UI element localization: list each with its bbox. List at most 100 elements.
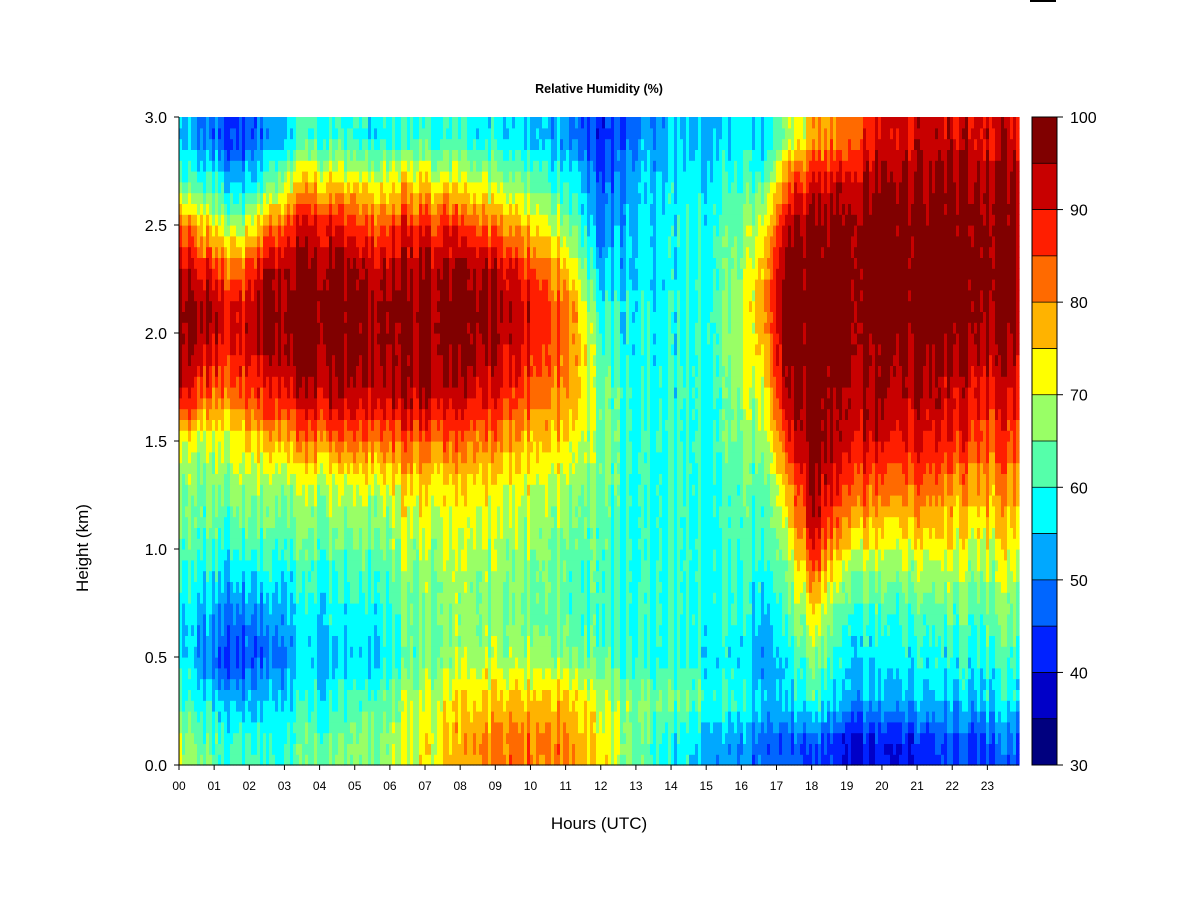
heat-cell (212, 257, 216, 269)
heat-cell (179, 181, 183, 194)
heat-cell (203, 657, 207, 669)
heat-cell (305, 257, 309, 269)
heat-cell (269, 376, 273, 388)
heat-cell (299, 635, 303, 647)
heat-cell (182, 581, 186, 593)
heat-cell (257, 505, 261, 518)
heat-cell (182, 214, 186, 226)
heat-cell (263, 527, 267, 539)
heat-cell (185, 505, 189, 518)
heat-cell (182, 646, 186, 658)
heat-cell (245, 127, 249, 140)
heat-cell (296, 225, 300, 237)
heat-cell (287, 613, 291, 626)
heat-cell (296, 300, 300, 312)
heat-cell (290, 397, 294, 410)
heat-cell (185, 451, 189, 464)
heat-cell (203, 462, 207, 474)
heat-cell (200, 527, 204, 539)
heat-cell (185, 160, 189, 172)
heat-cell (284, 181, 288, 194)
heat-cell (197, 635, 201, 647)
heat-cell (266, 300, 270, 312)
heat-cell (218, 257, 222, 269)
heat-cell (197, 171, 201, 183)
heat-cell (260, 354, 264, 366)
heat-cell (242, 246, 246, 258)
heat-cell (239, 754, 243, 766)
heat-cell (254, 657, 258, 669)
heat-cell (236, 592, 240, 604)
heat-cell (281, 365, 285, 377)
heat-cell (266, 613, 270, 626)
heat-cell (269, 549, 273, 561)
heat-cell (296, 203, 300, 215)
heat-cell (308, 689, 312, 701)
heat-cell (254, 505, 258, 518)
heat-cell (233, 430, 237, 442)
heat-cell (212, 279, 216, 291)
heat-cell (242, 721, 246, 734)
heat-cell (248, 300, 252, 312)
heat-cell (230, 678, 234, 690)
heat-cell (263, 343, 267, 356)
heat-cell (302, 430, 306, 442)
heat-cell (194, 376, 198, 388)
heat-cell (254, 397, 258, 410)
heat-cell (254, 473, 258, 485)
heat-cell (203, 603, 207, 615)
heat-cell (302, 451, 306, 464)
heat-cell (209, 117, 213, 129)
heat-cell (263, 613, 267, 626)
heat-cell (221, 624, 225, 636)
heat-cell (218, 538, 222, 550)
heat-cell (215, 430, 219, 442)
heat-cell (305, 657, 309, 669)
heat-cell (242, 603, 246, 615)
heat-cell (188, 181, 192, 194)
heat-cell (239, 581, 243, 593)
heat-cell (215, 473, 219, 485)
heat-cell (233, 559, 237, 572)
heat-cell (182, 127, 186, 140)
heat-cell (272, 732, 276, 744)
heat-cell (197, 538, 201, 550)
heat-cell (263, 160, 267, 172)
heat-cell (209, 268, 213, 280)
heat-cell (305, 505, 309, 518)
heat-cell (254, 257, 258, 269)
heat-cell (194, 257, 198, 269)
heat-cell (221, 214, 225, 226)
heat-cell (272, 149, 276, 161)
heat-cell (278, 678, 282, 690)
heat-cell (209, 311, 213, 323)
heat-cell (257, 235, 261, 248)
heat-cell (251, 171, 255, 183)
heat-cell (203, 592, 207, 604)
heat-cell (269, 743, 273, 755)
heat-cell (233, 225, 237, 237)
heat-cell (305, 419, 309, 431)
heat-cell (266, 667, 270, 680)
heat-cell (209, 257, 213, 269)
heat-cell (230, 711, 234, 723)
heat-cell (227, 268, 231, 280)
heat-cell (257, 181, 261, 194)
heat-cell (188, 343, 192, 356)
heat-cell (296, 462, 300, 474)
heat-cell (281, 516, 285, 528)
heat-cell (236, 160, 240, 172)
heat-cell (287, 300, 291, 312)
heat-cell (272, 451, 276, 464)
heat-cell (227, 635, 231, 647)
heat-cell (212, 311, 216, 323)
heat-cell (266, 203, 270, 215)
heat-cell (200, 354, 204, 366)
heat-cell (287, 700, 291, 712)
heat-cell (287, 343, 291, 356)
heat-cell (239, 322, 243, 334)
heat-cell (182, 203, 186, 215)
heat-cell (233, 419, 237, 431)
heat-cell (251, 246, 255, 258)
heat-cell (245, 462, 249, 474)
